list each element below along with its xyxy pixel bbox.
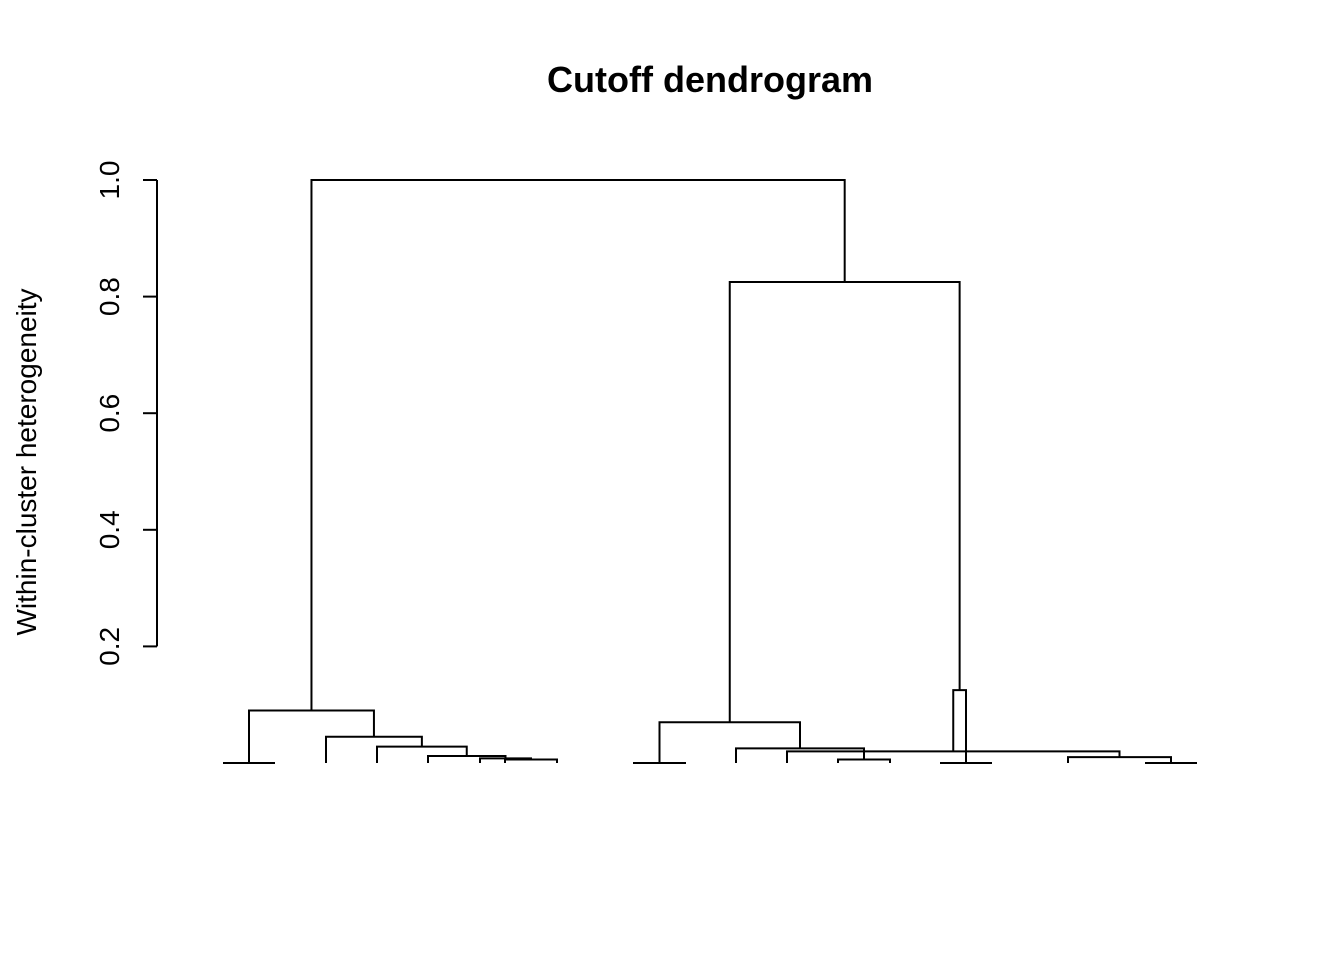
dendrogram-merge <box>376 745 468 763</box>
y-tick-label: 0.8 <box>94 277 125 316</box>
dendrogram-merge <box>427 755 507 763</box>
y-axis-ticks: 0.2 0.4 0.6 0.8 1.0 <box>94 161 157 666</box>
dendrogram-merge <box>728 281 961 723</box>
y-tick-label: 0.4 <box>94 510 125 549</box>
y-tick-label: 0.2 <box>94 627 125 666</box>
chart-title: Cutoff dendrogram <box>547 59 873 100</box>
dendrogram-merge <box>310 179 846 711</box>
y-tick-label: 1.0 <box>94 161 125 200</box>
dendrogram-merge <box>504 758 558 763</box>
dendrogram-branches <box>223 179 1197 764</box>
y-tick-label: 0.6 <box>94 394 125 433</box>
dendrogram-merge <box>837 758 891 763</box>
dendrogram-merge <box>658 721 801 763</box>
dendrogram-merge <box>325 735 423 763</box>
y-axis-label: Within-cluster heterogeneity <box>11 288 42 635</box>
